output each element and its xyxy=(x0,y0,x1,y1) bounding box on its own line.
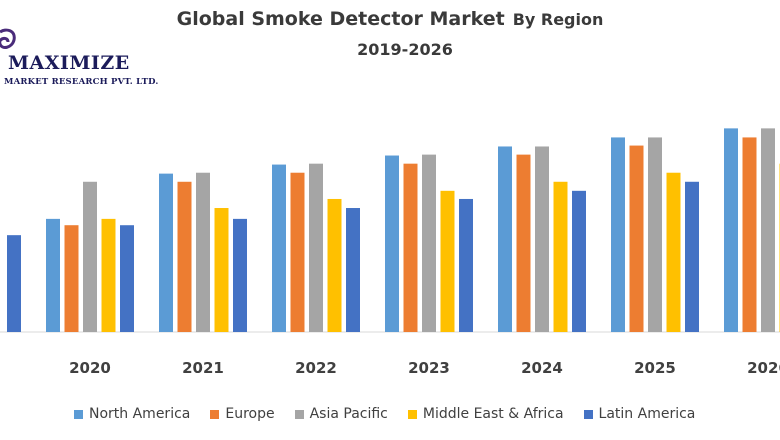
legend-label: Middle East & Africa xyxy=(422,406,564,422)
bar-2024-north-america xyxy=(498,146,512,332)
bar-2025-latin-america xyxy=(685,181,699,332)
bar-2025-europe xyxy=(629,145,644,332)
bar-2023-europe xyxy=(403,163,418,332)
bar-2022-europe xyxy=(290,172,305,332)
bar-2021-latin-america xyxy=(233,218,247,332)
chart-legend: North America Europe Asia Pacific Middle Ea… xyxy=(74,406,715,422)
chart-title: Global Smoke Detector Market By Region xyxy=(0,8,780,30)
bar-2025-asia-pacific xyxy=(648,137,662,332)
bar-2021-north-america xyxy=(159,173,173,332)
logo-subtext: MARKET RESEARCH PVT. LTD. xyxy=(4,77,159,87)
bar-2023-middle-east-africa xyxy=(440,190,455,332)
bar-2021-europe xyxy=(177,181,192,332)
x-tick-label: 2020 xyxy=(69,359,111,377)
logo-mark-icon xyxy=(0,28,16,49)
x-tick-label: 2025 xyxy=(634,359,676,377)
legend-item: Asia Pacific xyxy=(294,406,388,422)
company-logo: MAXIMIZE MARKET RESEARCH PVT. LTD. xyxy=(0,28,175,92)
bar-2024-latin-america xyxy=(572,190,586,332)
bar-2024-middle-east-africa xyxy=(553,181,568,332)
bar-2026-europe xyxy=(742,137,757,332)
bar-2024-europe xyxy=(516,154,531,332)
bar-2022-north-america xyxy=(272,164,286,332)
x-tick-label: 2022 xyxy=(295,359,337,377)
legend-label: Asia Pacific xyxy=(309,406,388,422)
bar-2020-middle-east-africa xyxy=(101,218,116,332)
chart-title-suffix: By Region xyxy=(512,10,604,29)
bar-2023-latin-america xyxy=(459,198,473,332)
legend-item: Europe xyxy=(210,406,275,422)
bar-2021-middle-east-africa xyxy=(214,208,229,332)
bar-2020-latin-america xyxy=(120,225,134,332)
bar-2019-latin-america xyxy=(7,235,21,332)
legend-swatch xyxy=(210,409,220,419)
bar-2026-north-america xyxy=(724,128,738,332)
bar-2023-asia-pacific xyxy=(422,154,436,332)
legend-item: North America xyxy=(74,406,190,422)
bar-2026-asia-pacific xyxy=(761,128,775,332)
bar-2020-asia-pacific xyxy=(83,181,97,332)
legend-label: North America xyxy=(89,406,191,422)
legend-item: Latin America xyxy=(583,406,696,422)
bar-2020-europe xyxy=(64,225,79,332)
legend-swatch xyxy=(294,409,304,419)
legend-item: Middle East & Africa xyxy=(407,406,564,422)
x-tick-label: 2024 xyxy=(521,359,563,377)
bar-2021-asia-pacific xyxy=(196,172,210,332)
legend-label: Europe xyxy=(225,406,275,422)
legend-swatch xyxy=(407,409,417,419)
bar-2022-latin-america xyxy=(346,208,360,332)
x-tick-label: 2026 xyxy=(747,359,780,377)
bar-2025-north-america xyxy=(611,137,625,332)
bar-2023-north-america xyxy=(385,155,399,332)
bar-2020-north-america xyxy=(46,218,60,332)
x-tick-label: 2021 xyxy=(182,359,224,377)
bar-2024-asia-pacific xyxy=(535,146,549,332)
bar-2022-middle-east-africa xyxy=(327,198,342,332)
bar-2025-middle-east-africa xyxy=(666,172,681,332)
x-tick-label: 2023 xyxy=(408,359,450,377)
chart-title-main: Global Smoke Detector Market xyxy=(176,8,505,30)
legend-swatch xyxy=(74,409,83,419)
legend-label: Latin America xyxy=(598,406,696,422)
logo-brand: MAXIMIZE xyxy=(8,52,130,74)
bar-2022-asia-pacific xyxy=(309,163,323,332)
legend-swatch xyxy=(583,409,593,419)
chart-subtitle: 2019-2026 xyxy=(357,40,453,59)
